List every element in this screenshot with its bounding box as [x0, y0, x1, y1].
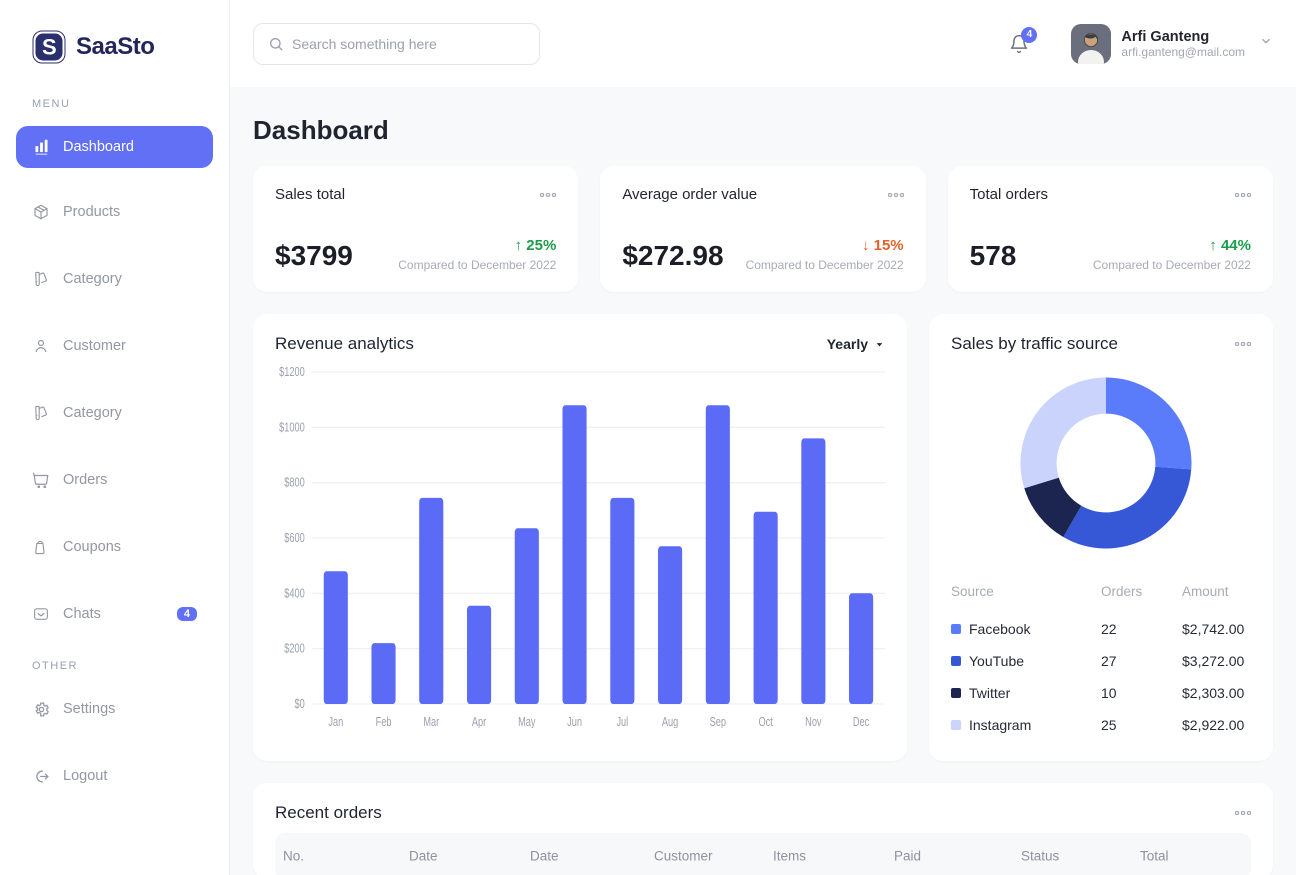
- svg-text:$400: $400: [284, 587, 304, 601]
- svg-text:Apr: Apr: [472, 716, 487, 728]
- svg-text:Feb: Feb: [376, 716, 392, 728]
- svg-text:$0: $0: [295, 698, 305, 712]
- svg-text:Nov: Nov: [805, 716, 822, 728]
- svg-text:Dec: Dec: [853, 716, 870, 728]
- svg-text:S: S: [42, 35, 57, 60]
- svg-text:Jul: Jul: [616, 716, 628, 728]
- svg-text:Jan: Jan: [328, 716, 343, 728]
- svg-text:$600: $600: [284, 532, 304, 546]
- svg-text:Oct: Oct: [758, 716, 773, 728]
- svg-text:Aug: Aug: [662, 716, 678, 728]
- svg-text:$1200: $1200: [279, 366, 305, 380]
- svg-text:$800: $800: [284, 476, 304, 490]
- svg-text:$1000: $1000: [279, 421, 305, 435]
- svg-text:May: May: [518, 716, 536, 728]
- svg-text:Jun: Jun: [567, 716, 582, 728]
- svg-text:Sep: Sep: [710, 716, 726, 728]
- svg-text:Mar: Mar: [423, 716, 439, 728]
- svg-text:$200: $200: [284, 642, 304, 656]
